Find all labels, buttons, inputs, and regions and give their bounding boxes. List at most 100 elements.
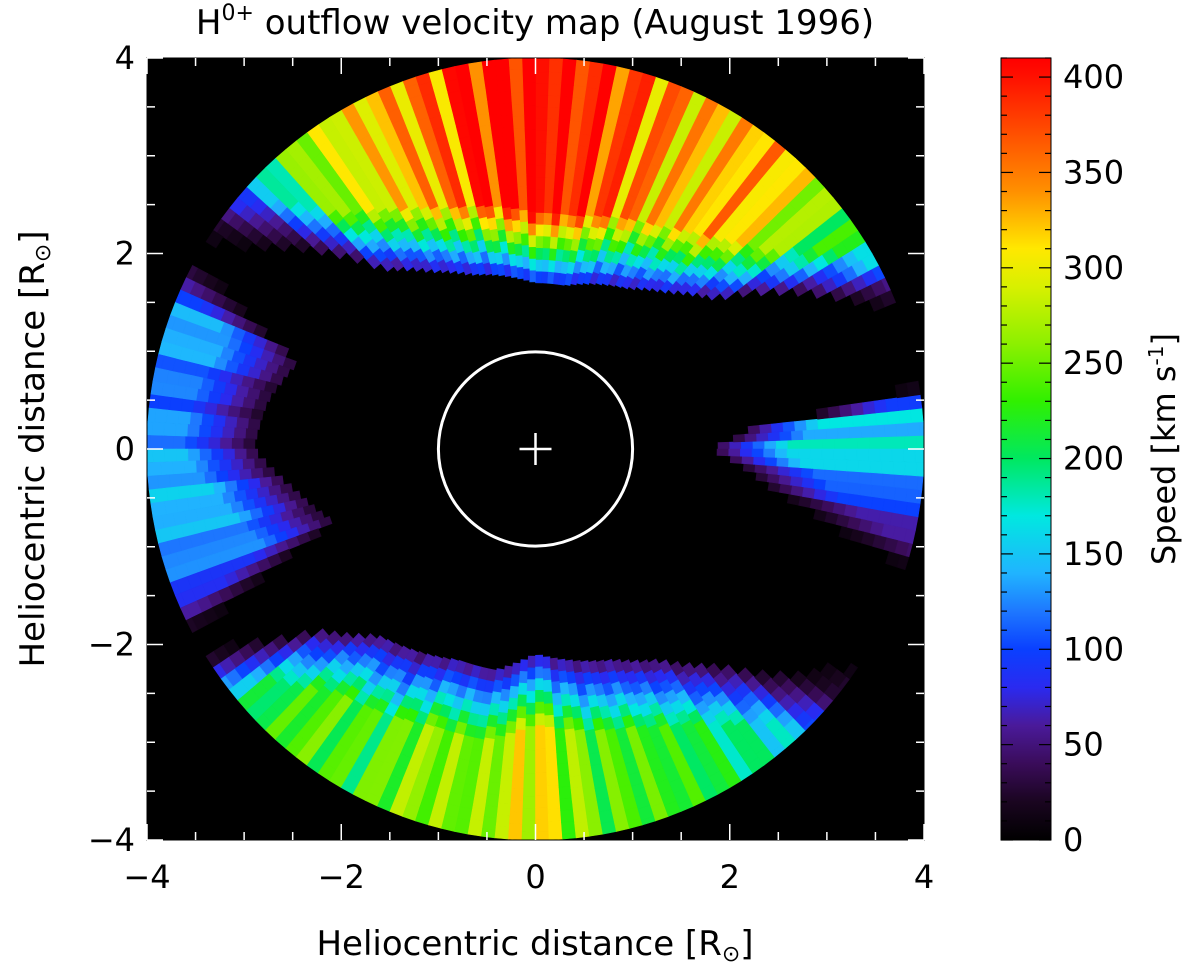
heatmap-cell	[744, 433, 758, 442]
chart-title-prefix: H	[196, 3, 222, 43]
heatmap-cell	[774, 448, 788, 459]
heatmap-cell	[851, 413, 866, 427]
heatmap-cell	[753, 456, 766, 466]
heatmap-cell	[817, 417, 831, 430]
heatmap-cell	[482, 816, 498, 831]
heatmap-cell	[535, 71, 549, 84]
heatmap-cell	[547, 83, 562, 97]
heatmap-cell	[863, 412, 877, 427]
heatmap-cell	[501, 755, 515, 770]
heatmap-cell	[535, 153, 547, 167]
heatmap-cell	[789, 466, 803, 478]
heatmap-cell	[186, 496, 202, 511]
heatmap-cell	[253, 458, 267, 470]
heatmap-cell	[200, 413, 215, 427]
heatmap-cell	[573, 73, 589, 88]
heatmap-cell	[584, 798, 600, 813]
heatmap-cell	[161, 382, 176, 399]
heatmap-cell	[498, 700, 510, 714]
heatmap-cell	[535, 259, 543, 272]
heatmap-cell	[241, 396, 256, 410]
heatmap-cell	[535, 830, 550, 840]
heatmap-cell	[535, 129, 547, 143]
heatmap-cell	[499, 779, 513, 793]
heatmap-cell	[253, 398, 268, 412]
heatmap-cell	[782, 421, 796, 432]
heatmap-cell	[554, 727, 567, 741]
heatmap-cell	[494, 58, 510, 70]
heatmap-cell	[732, 433, 746, 443]
heatmap-cell	[535, 58, 550, 61]
heatmap-cell	[546, 761, 559, 775]
heatmap-cell	[552, 704, 564, 718]
colorbar-ticks: 0 50 100 150 200 250 300 350 400	[1001, 57, 1124, 859]
x-tick-label: 0	[525, 858, 545, 896]
heatmap-cell	[542, 235, 551, 249]
heatmap-cell	[192, 471, 206, 486]
heatmap-cell	[557, 119, 571, 133]
heatmap-cell	[151, 421, 165, 437]
heatmap-cell	[577, 133, 591, 148]
heatmap-cell	[513, 752, 526, 766]
heatmap-cell	[207, 437, 221, 450]
heatmap-cell	[800, 467, 814, 479]
heatmap-cell	[514, 150, 526, 164]
heatmap-cell	[535, 736, 547, 750]
heatmap-cell	[850, 402, 865, 416]
heatmap-cell	[507, 184, 519, 198]
heatmap-cell	[218, 459, 232, 472]
heatmap-cell	[198, 494, 213, 509]
heatmap-cell	[824, 489, 839, 503]
heatmap-cell	[869, 460, 883, 474]
heatmap-cell	[150, 380, 164, 397]
heatmap-cell	[490, 124, 504, 139]
heatmap-cell	[496, 171, 509, 186]
heatmap-cell	[535, 118, 548, 131]
heatmap-cell	[574, 61, 590, 76]
heatmap-cell	[563, 166, 576, 181]
heatmap-cell	[527, 667, 536, 681]
heatmap-cell	[872, 424, 886, 438]
heatmap-cell	[235, 417, 249, 430]
colorbar-label-close: ]	[1145, 333, 1183, 345]
heatmap-cell	[857, 436, 870, 450]
heatmap-cell	[152, 448, 166, 463]
heatmap-cell	[545, 738, 557, 752]
heatmap-cell	[154, 408, 168, 424]
x-axis-ticks: −4 −2 0 2 4	[123, 58, 934, 896]
heatmap-cell	[503, 744, 516, 758]
heatmap-cell	[813, 478, 827, 491]
heatmap-cell	[891, 448, 904, 463]
heatmap-cell	[565, 143, 579, 158]
heatmap-cell	[508, 823, 523, 837]
heatmap-cell	[860, 424, 874, 438]
heatmap-cell	[892, 461, 906, 476]
x-tick-label: −4	[123, 858, 170, 896]
heatmap-cell	[147, 448, 154, 463]
heatmap-cell	[794, 420, 808, 432]
heatmap-cell	[535, 748, 547, 762]
colorbar-tick-label: 100	[1063, 630, 1124, 668]
heatmap-cell	[148, 461, 162, 477]
heatmap-cell	[215, 403, 230, 417]
heatmap-cell	[755, 472, 769, 483]
heatmap-cell	[472, 795, 488, 810]
heatmap-cell	[192, 400, 206, 415]
heatmap-cell	[506, 172, 518, 186]
heatmap-cell	[552, 692, 563, 706]
heatmap-cell	[836, 491, 851, 505]
heatmap-cell	[775, 439, 789, 450]
heatmap-cell	[580, 109, 595, 124]
heatmap-cell	[482, 66, 498, 81]
heatmap-cell	[517, 197, 528, 211]
chart-title: H0+ outflow velocity map (August 1996)	[196, 1, 874, 43]
heatmap-cell	[497, 90, 512, 105]
heatmap-cell	[148, 394, 160, 410]
heatmap-cell	[207, 459, 220, 473]
y-tick-label: 4	[115, 39, 135, 77]
heatmap-cell	[559, 201, 571, 216]
heatmap-cell	[903, 448, 916, 463]
colorbar-tick-label: 250	[1063, 344, 1124, 382]
heatmap-cell	[535, 176, 546, 190]
heatmap-cell	[172, 435, 186, 450]
